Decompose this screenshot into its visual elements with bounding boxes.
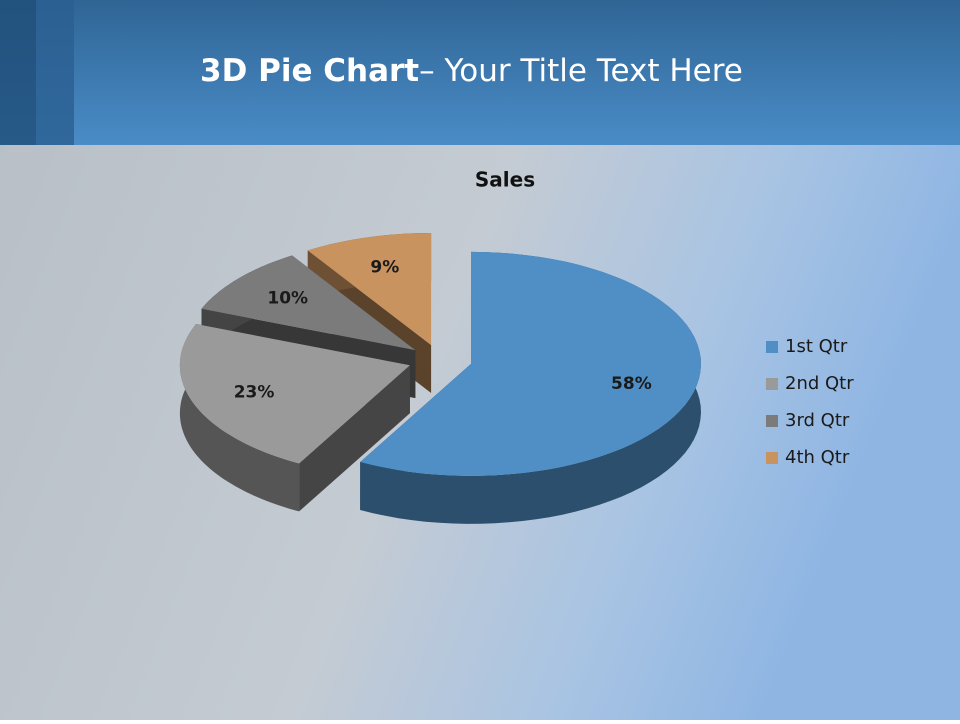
- legend-swatch: [766, 378, 778, 390]
- data-label: 10%: [267, 289, 308, 309]
- header-stripe: [0, 0, 36, 145]
- legend: 1st Qtr 2nd Qtr 3rd Qtr 4th Qtr: [766, 336, 854, 468]
- legend-swatch: [766, 341, 778, 353]
- slice-side: [179, 324, 300, 512]
- slice: [307, 233, 432, 345]
- slice: [201, 255, 416, 351]
- header-stripe: [36, 0, 74, 145]
- legend-label: 3rd Qtr: [785, 410, 850, 431]
- legend-swatch: [766, 415, 778, 427]
- pie: 9% 10% 58% 23%: [179, 233, 701, 524]
- legend-label: 4th Qtr: [785, 447, 850, 468]
- data-label: 58%: [611, 374, 652, 394]
- title-bold: 3D Pie Chart: [200, 53, 419, 89]
- data-label: 23%: [234, 383, 275, 403]
- legend-label: 2nd Qtr: [785, 373, 854, 394]
- header-band: [0, 0, 960, 145]
- chart-title: Sales: [475, 168, 535, 192]
- title-rest: – Your Title Text Here: [419, 53, 743, 89]
- legend-swatch: [766, 452, 778, 464]
- legend-label: 1st Qtr: [785, 336, 848, 357]
- slide-title: 3D Pie Chart– Your Title Text Here: [200, 53, 743, 89]
- slice: [360, 251, 701, 476]
- data-label: 9%: [370, 258, 399, 278]
- slice: [179, 324, 410, 464]
